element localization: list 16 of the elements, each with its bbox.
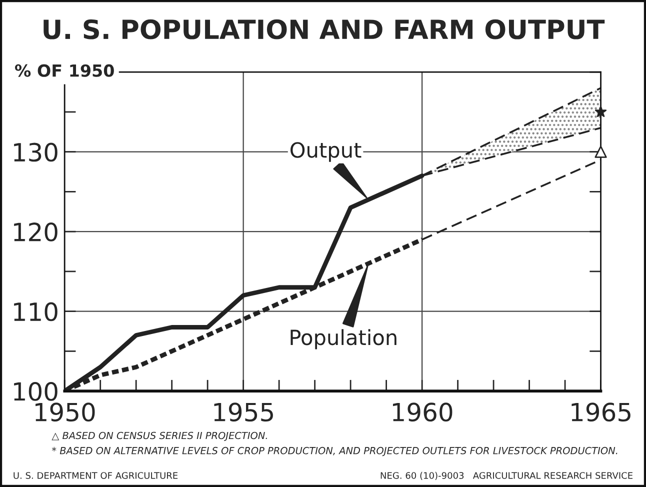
text: U. S. DEPARTMENT OF AGRICULTURE xyxy=(14,472,178,479)
y-tick-label: 100 xyxy=(14,382,58,401)
chart-title: U. S. POPULATION AND FARM OUTPUT xyxy=(44,19,605,40)
y-tick-label: 110 xyxy=(14,302,58,322)
x-tick-label: 1950 xyxy=(36,402,95,422)
y-tick-label: 130 xyxy=(14,142,58,162)
y-tick-label: 120 xyxy=(14,222,58,242)
series-label: Output xyxy=(290,142,362,162)
y-axis-title: % OF 1950 xyxy=(15,64,114,77)
x-tick-label: 1965 xyxy=(572,402,630,422)
text: △ BASED ON CENSUS SERIES II PROJECTION. xyxy=(52,432,267,441)
text: * BASED ON ALTERNATIVE LEVELS OF CROP PRODUCTION, AND PROJECTED OUTLETS FOR LIVESTOCK PRODUCTION. xyxy=(52,446,618,456)
x-tick-label: 1955 xyxy=(214,402,273,422)
text: NEG. 60 (10)-9003 AGRICULTURAL RESEARCH SERVICE xyxy=(380,472,632,480)
x-tick-label: 1960 xyxy=(392,402,452,422)
series-label: Population xyxy=(290,329,396,350)
